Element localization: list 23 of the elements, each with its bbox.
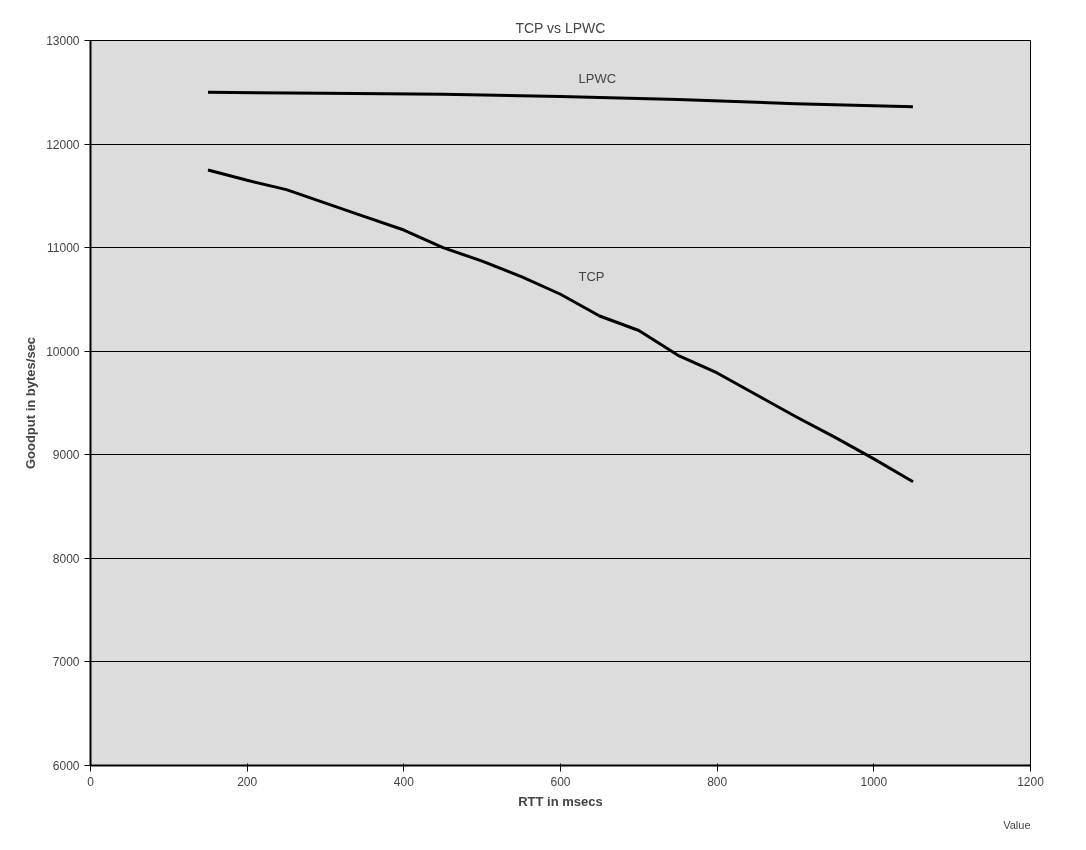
y-axis-title: Goodput in bytes/sec xyxy=(23,336,39,470)
x-axis-title: RTT in msecs xyxy=(518,793,603,809)
y-tick-label: 13000 xyxy=(46,34,80,48)
x-tick-label: 0 xyxy=(87,774,95,789)
y-tick-label: 8000 xyxy=(52,551,80,566)
text: Value xyxy=(1003,818,1031,831)
x-tick-label: 600 xyxy=(550,774,571,789)
y-tick-label: 9000 xyxy=(52,448,80,463)
chart-title: TCP vs LPWC xyxy=(515,19,606,36)
x-tick-label: 1200 xyxy=(1017,774,1045,789)
series-label: TCP xyxy=(578,269,605,285)
x-tick-label: 400 xyxy=(393,774,415,789)
y-tick-label: 12000 xyxy=(46,137,80,152)
series-label: LPWC xyxy=(578,71,617,87)
line-series xyxy=(206,168,915,484)
x-tick-label: 800 xyxy=(707,774,728,789)
x-tick-label: 1000 xyxy=(860,774,888,789)
y-tick-label: 10000 xyxy=(46,344,80,359)
y-tick-label: 11000 xyxy=(47,241,80,256)
y-tick-label: 6000 xyxy=(52,759,80,773)
y-tick-label: 7000 xyxy=(52,655,80,670)
x-tick-label: 200 xyxy=(237,774,258,789)
line-series xyxy=(206,90,915,109)
